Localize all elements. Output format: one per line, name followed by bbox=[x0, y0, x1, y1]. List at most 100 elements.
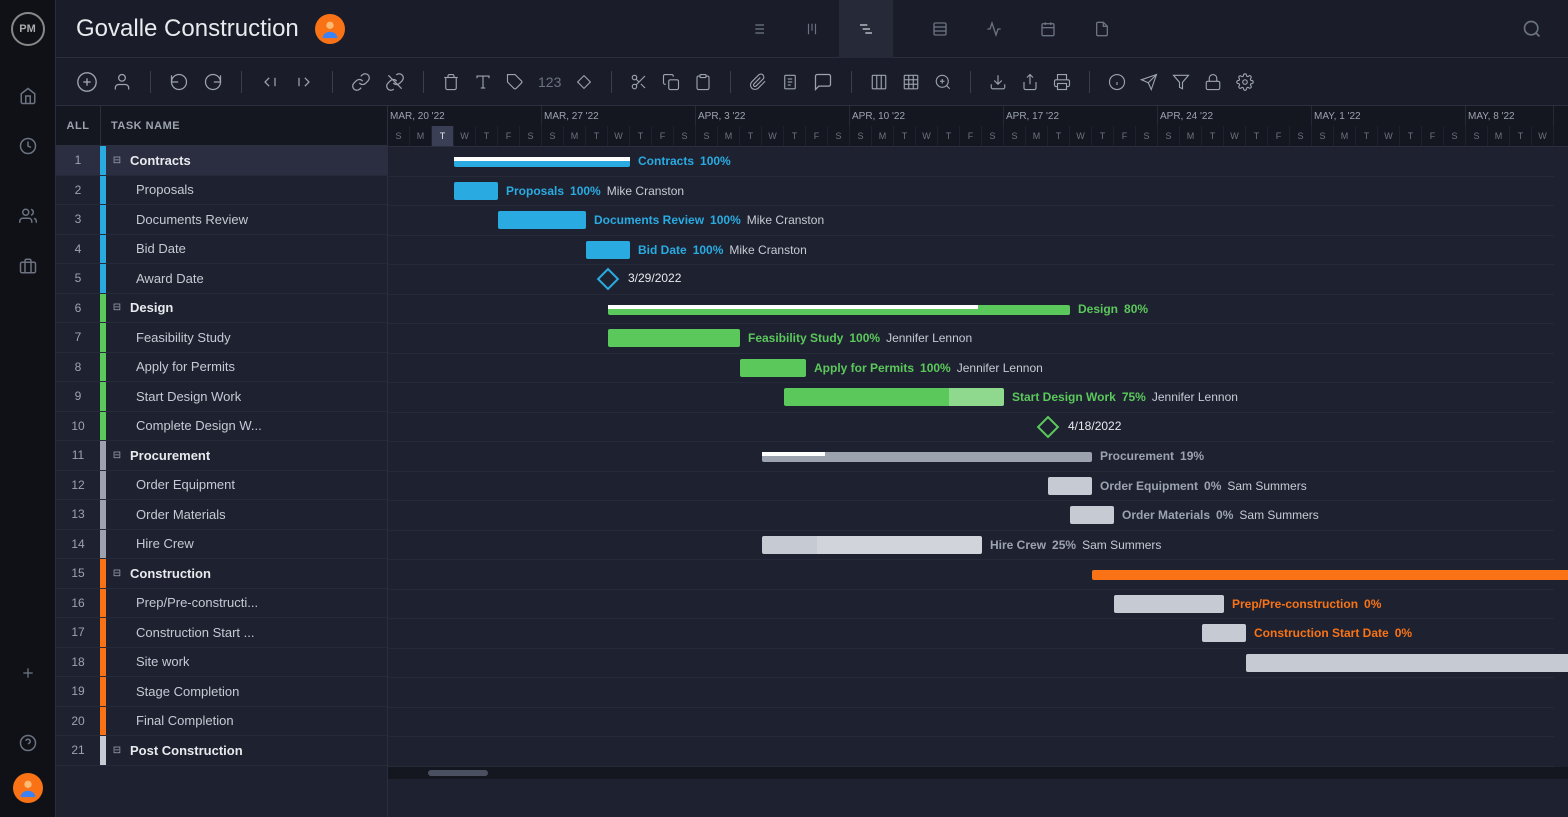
gantt-summary-bar[interactable] bbox=[608, 305, 1070, 315]
gantt-summary-bar[interactable] bbox=[454, 157, 630, 167]
gantt-task-bar[interactable] bbox=[498, 211, 586, 229]
gantt-task-bar[interactable] bbox=[608, 329, 740, 347]
task-row[interactable]: 7Feasibility Study bbox=[56, 323, 387, 353]
task-row[interactable]: 14Hire Crew bbox=[56, 530, 387, 560]
search-icon[interactable] bbox=[1516, 13, 1548, 45]
cut-icon[interactable] bbox=[630, 73, 648, 91]
filter-icon[interactable] bbox=[1172, 73, 1190, 91]
gantt-row[interactable]: 4/18/2022 bbox=[388, 413, 1554, 443]
gantt-row[interactable]: Contracts100% bbox=[388, 147, 1554, 177]
view-board-icon[interactable] bbox=[785, 0, 839, 58]
task-row[interactable]: 13Order Materials bbox=[56, 500, 387, 530]
copy-icon[interactable] bbox=[662, 73, 680, 91]
add-icon[interactable] bbox=[8, 653, 48, 693]
task-row[interactable]: 5Award Date bbox=[56, 264, 387, 294]
delete-icon[interactable] bbox=[442, 73, 460, 91]
task-row[interactable]: 6⊟Design bbox=[56, 294, 387, 324]
gantt-row[interactable]: Apply for Permits100%Jennifer Lennon bbox=[388, 354, 1554, 384]
gantt-summary-bar[interactable] bbox=[762, 452, 1092, 462]
redo-icon[interactable] bbox=[203, 72, 223, 92]
gantt-task-bar[interactable] bbox=[1246, 654, 1568, 672]
help-icon[interactable] bbox=[8, 723, 48, 763]
milestone-icon[interactable] bbox=[575, 73, 593, 91]
gantt-row[interactable]: Construction Start Date0% bbox=[388, 619, 1554, 649]
grid-icon[interactable] bbox=[902, 73, 920, 91]
share-icon[interactable] bbox=[1021, 73, 1039, 91]
scrollbar-thumb[interactable] bbox=[428, 770, 488, 776]
view-calendar-icon[interactable] bbox=[1021, 0, 1075, 58]
gantt-task-bar[interactable] bbox=[762, 536, 982, 554]
task-row[interactable]: 20Final Completion bbox=[56, 707, 387, 737]
link-icon[interactable] bbox=[351, 72, 371, 92]
task-row[interactable]: 4Bid Date bbox=[56, 235, 387, 265]
export-icon[interactable] bbox=[989, 73, 1007, 91]
gantt-row[interactable]: Documents Review100%Mike Cranston bbox=[388, 206, 1554, 236]
collapse-icon[interactable]: ⊟ bbox=[110, 450, 124, 461]
columns-icon[interactable] bbox=[870, 73, 888, 91]
gantt-row[interactable]: Start Design Work75%Jennifer Lennon bbox=[388, 383, 1554, 413]
gantt-row[interactable]: Order Materials0%Sam Summers bbox=[388, 501, 1554, 531]
collapse-icon[interactable]: ⊟ bbox=[110, 568, 124, 579]
task-row[interactable]: 21⊟Post Construction bbox=[56, 736, 387, 766]
gantt-row[interactable]: Feasibility Study100%Jennifer Lennon bbox=[388, 324, 1554, 354]
gantt-row[interactable]: Hire Crew25%Sam Summers bbox=[388, 531, 1554, 561]
format-icon[interactable] bbox=[474, 73, 492, 91]
gantt-row[interactable]: 3/29/2022 bbox=[388, 265, 1554, 295]
gantt-task-bar[interactable] bbox=[454, 182, 498, 200]
task-row[interactable]: 12Order Equipment bbox=[56, 471, 387, 501]
unlink-icon[interactable] bbox=[385, 72, 405, 92]
view-file-icon[interactable] bbox=[1075, 0, 1129, 58]
view-gantt-icon[interactable] bbox=[839, 0, 893, 58]
zoom-icon[interactable] bbox=[934, 73, 952, 91]
project-avatar[interactable] bbox=[315, 14, 345, 44]
print-icon[interactable] bbox=[1053, 73, 1071, 91]
gantt-row[interactable]: Procurement19% bbox=[388, 442, 1554, 472]
task-row[interactable]: 2Proposals bbox=[56, 176, 387, 206]
task-row[interactable]: 15⊟Construction bbox=[56, 559, 387, 589]
task-row[interactable]: 3Documents Review bbox=[56, 205, 387, 235]
collapse-icon[interactable]: ⊟ bbox=[110, 302, 124, 313]
gantt-row[interactable]: Proposals100%Mike Cranston bbox=[388, 177, 1554, 207]
paste-icon[interactable] bbox=[694, 73, 712, 91]
indent-icon[interactable] bbox=[294, 72, 314, 92]
lock-icon[interactable] bbox=[1204, 73, 1222, 91]
task-row[interactable]: 18Site work bbox=[56, 648, 387, 678]
task-row[interactable]: 9Start Design Work bbox=[56, 382, 387, 412]
horizontal-scrollbar[interactable] bbox=[388, 767, 1568, 779]
task-row[interactable]: 19Stage Completion bbox=[56, 677, 387, 707]
col-all[interactable]: ALL bbox=[56, 120, 100, 132]
user-avatar[interactable] bbox=[13, 773, 43, 803]
task-row[interactable]: 17Construction Start ... bbox=[56, 618, 387, 648]
view-list-icon[interactable] bbox=[731, 0, 785, 58]
gantt-row[interactable]: Design80% bbox=[388, 295, 1554, 325]
people-icon[interactable] bbox=[8, 196, 48, 236]
task-row[interactable]: 1⊟Contracts bbox=[56, 146, 387, 176]
add-task-icon[interactable] bbox=[76, 71, 98, 93]
collapse-icon[interactable]: ⊟ bbox=[110, 745, 124, 756]
gantt-row[interactable]: Prep/Pre-construction0% bbox=[388, 590, 1554, 620]
collapse-icon[interactable]: ⊟ bbox=[110, 155, 124, 166]
gantt-row[interactable] bbox=[388, 678, 1554, 708]
gantt-task-bar[interactable] bbox=[1202, 624, 1246, 642]
gantt-task-bar[interactable] bbox=[1070, 506, 1114, 524]
send-icon[interactable] bbox=[1140, 73, 1158, 91]
gantt-summary-bar[interactable] bbox=[1092, 570, 1568, 580]
gantt-row[interactable] bbox=[388, 649, 1554, 679]
assign-icon[interactable] bbox=[112, 72, 132, 92]
clock-icon[interactable] bbox=[8, 126, 48, 166]
gantt-row[interactable] bbox=[388, 737, 1554, 767]
task-row[interactable]: 8Apply for Permits bbox=[56, 353, 387, 383]
gantt-chart[interactable]: MAR, 20 '22MAR, 27 '22APR, 3 '22APR, 10 … bbox=[388, 106, 1568, 817]
gantt-row[interactable] bbox=[388, 708, 1554, 738]
gantt-milestone[interactable] bbox=[597, 268, 620, 291]
settings-icon[interactable] bbox=[1236, 73, 1254, 91]
view-sheet-icon[interactable] bbox=[913, 0, 967, 58]
app-logo[interactable]: PM bbox=[11, 12, 45, 46]
task-row[interactable]: 10Complete Design W... bbox=[56, 412, 387, 442]
info-icon[interactable] bbox=[1108, 73, 1126, 91]
tag-icon[interactable] bbox=[506, 73, 524, 91]
outdent-icon[interactable] bbox=[260, 72, 280, 92]
view-activity-icon[interactable] bbox=[967, 0, 1021, 58]
gantt-task-bar[interactable] bbox=[1048, 477, 1092, 495]
gantt-row[interactable]: Construction0% bbox=[388, 560, 1554, 590]
